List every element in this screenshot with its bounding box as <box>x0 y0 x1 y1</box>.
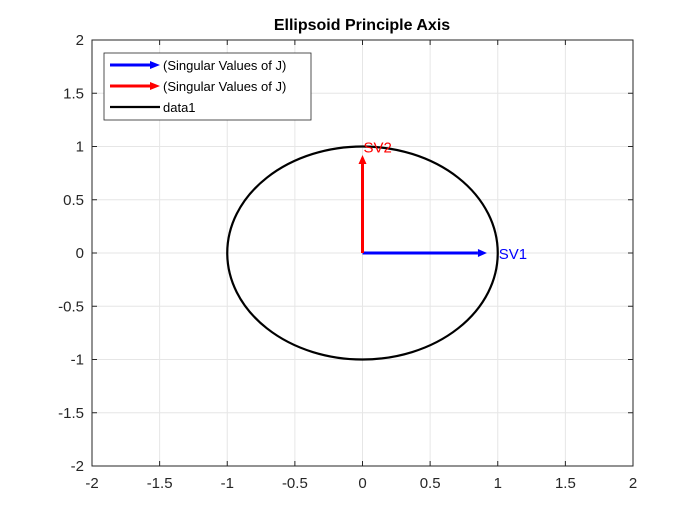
legend-item: (Singular Values of J) <box>110 79 286 94</box>
x-tick-label: -2 <box>85 475 98 492</box>
y-tick-label: 2 <box>76 32 84 49</box>
legend-arrow-head <box>150 82 160 90</box>
x-tick-label: 0.5 <box>420 475 441 492</box>
annotation-sv2: SV2 <box>364 140 392 157</box>
legend-item: (Singular Values of J) <box>110 58 286 73</box>
y-tick-label: 0 <box>76 245 84 262</box>
y-tick-label: 1.5 <box>63 85 84 102</box>
annotations: SV1 SV2 <box>364 140 528 264</box>
y-tick-label: 0.5 <box>63 192 84 209</box>
y-tick-label: -0.5 <box>58 298 84 315</box>
legend-label: data1 <box>163 100 196 115</box>
legend: (Singular Values of J) (Singular Values o… <box>103 52 312 121</box>
chart-title: Ellipsoid Principle Axis <box>274 17 450 34</box>
arrow-head <box>358 155 367 165</box>
x-axis-ticks: -2 -1.5 -1 -0.5 0 0.5 1 1.5 2 <box>85 40 637 492</box>
legend-item: data1 <box>110 100 196 115</box>
x-tick-label: 2 <box>629 475 637 492</box>
ellipse-data1 <box>226 145 499 361</box>
y-tick-label: -1 <box>71 352 84 369</box>
legend-label: (Singular Values of J) <box>163 79 286 94</box>
y-tick-label: 1 <box>76 139 84 156</box>
y-tick-label: -1.5 <box>58 405 84 422</box>
x-tick-label: -1 <box>221 475 234 492</box>
x-tick-label: 0 <box>358 475 366 492</box>
x-tick-label: 1.5 <box>555 475 576 492</box>
x-tick-label: 1 <box>494 475 502 492</box>
arrow-sv1 <box>362 249 487 257</box>
arrow-head <box>477 249 487 257</box>
legend-arrow-head <box>150 61 160 69</box>
legend-items: (Singular Values of J) (Singular Values o… <box>110 58 286 115</box>
x-tick-label: -1.5 <box>147 475 173 492</box>
series-layer <box>226 145 499 361</box>
arrow-sv2 <box>358 155 367 253</box>
legend-label: (Singular Values of J) <box>163 58 286 73</box>
x-tick-label: -0.5 <box>282 475 308 492</box>
annotation-sv1: SV1 <box>499 246 527 263</box>
y-axis-ticks: -2 -1.5 -1 -0.5 0 0.5 1 1.5 2 <box>58 32 633 475</box>
y-tick-label: -2 <box>71 458 84 475</box>
